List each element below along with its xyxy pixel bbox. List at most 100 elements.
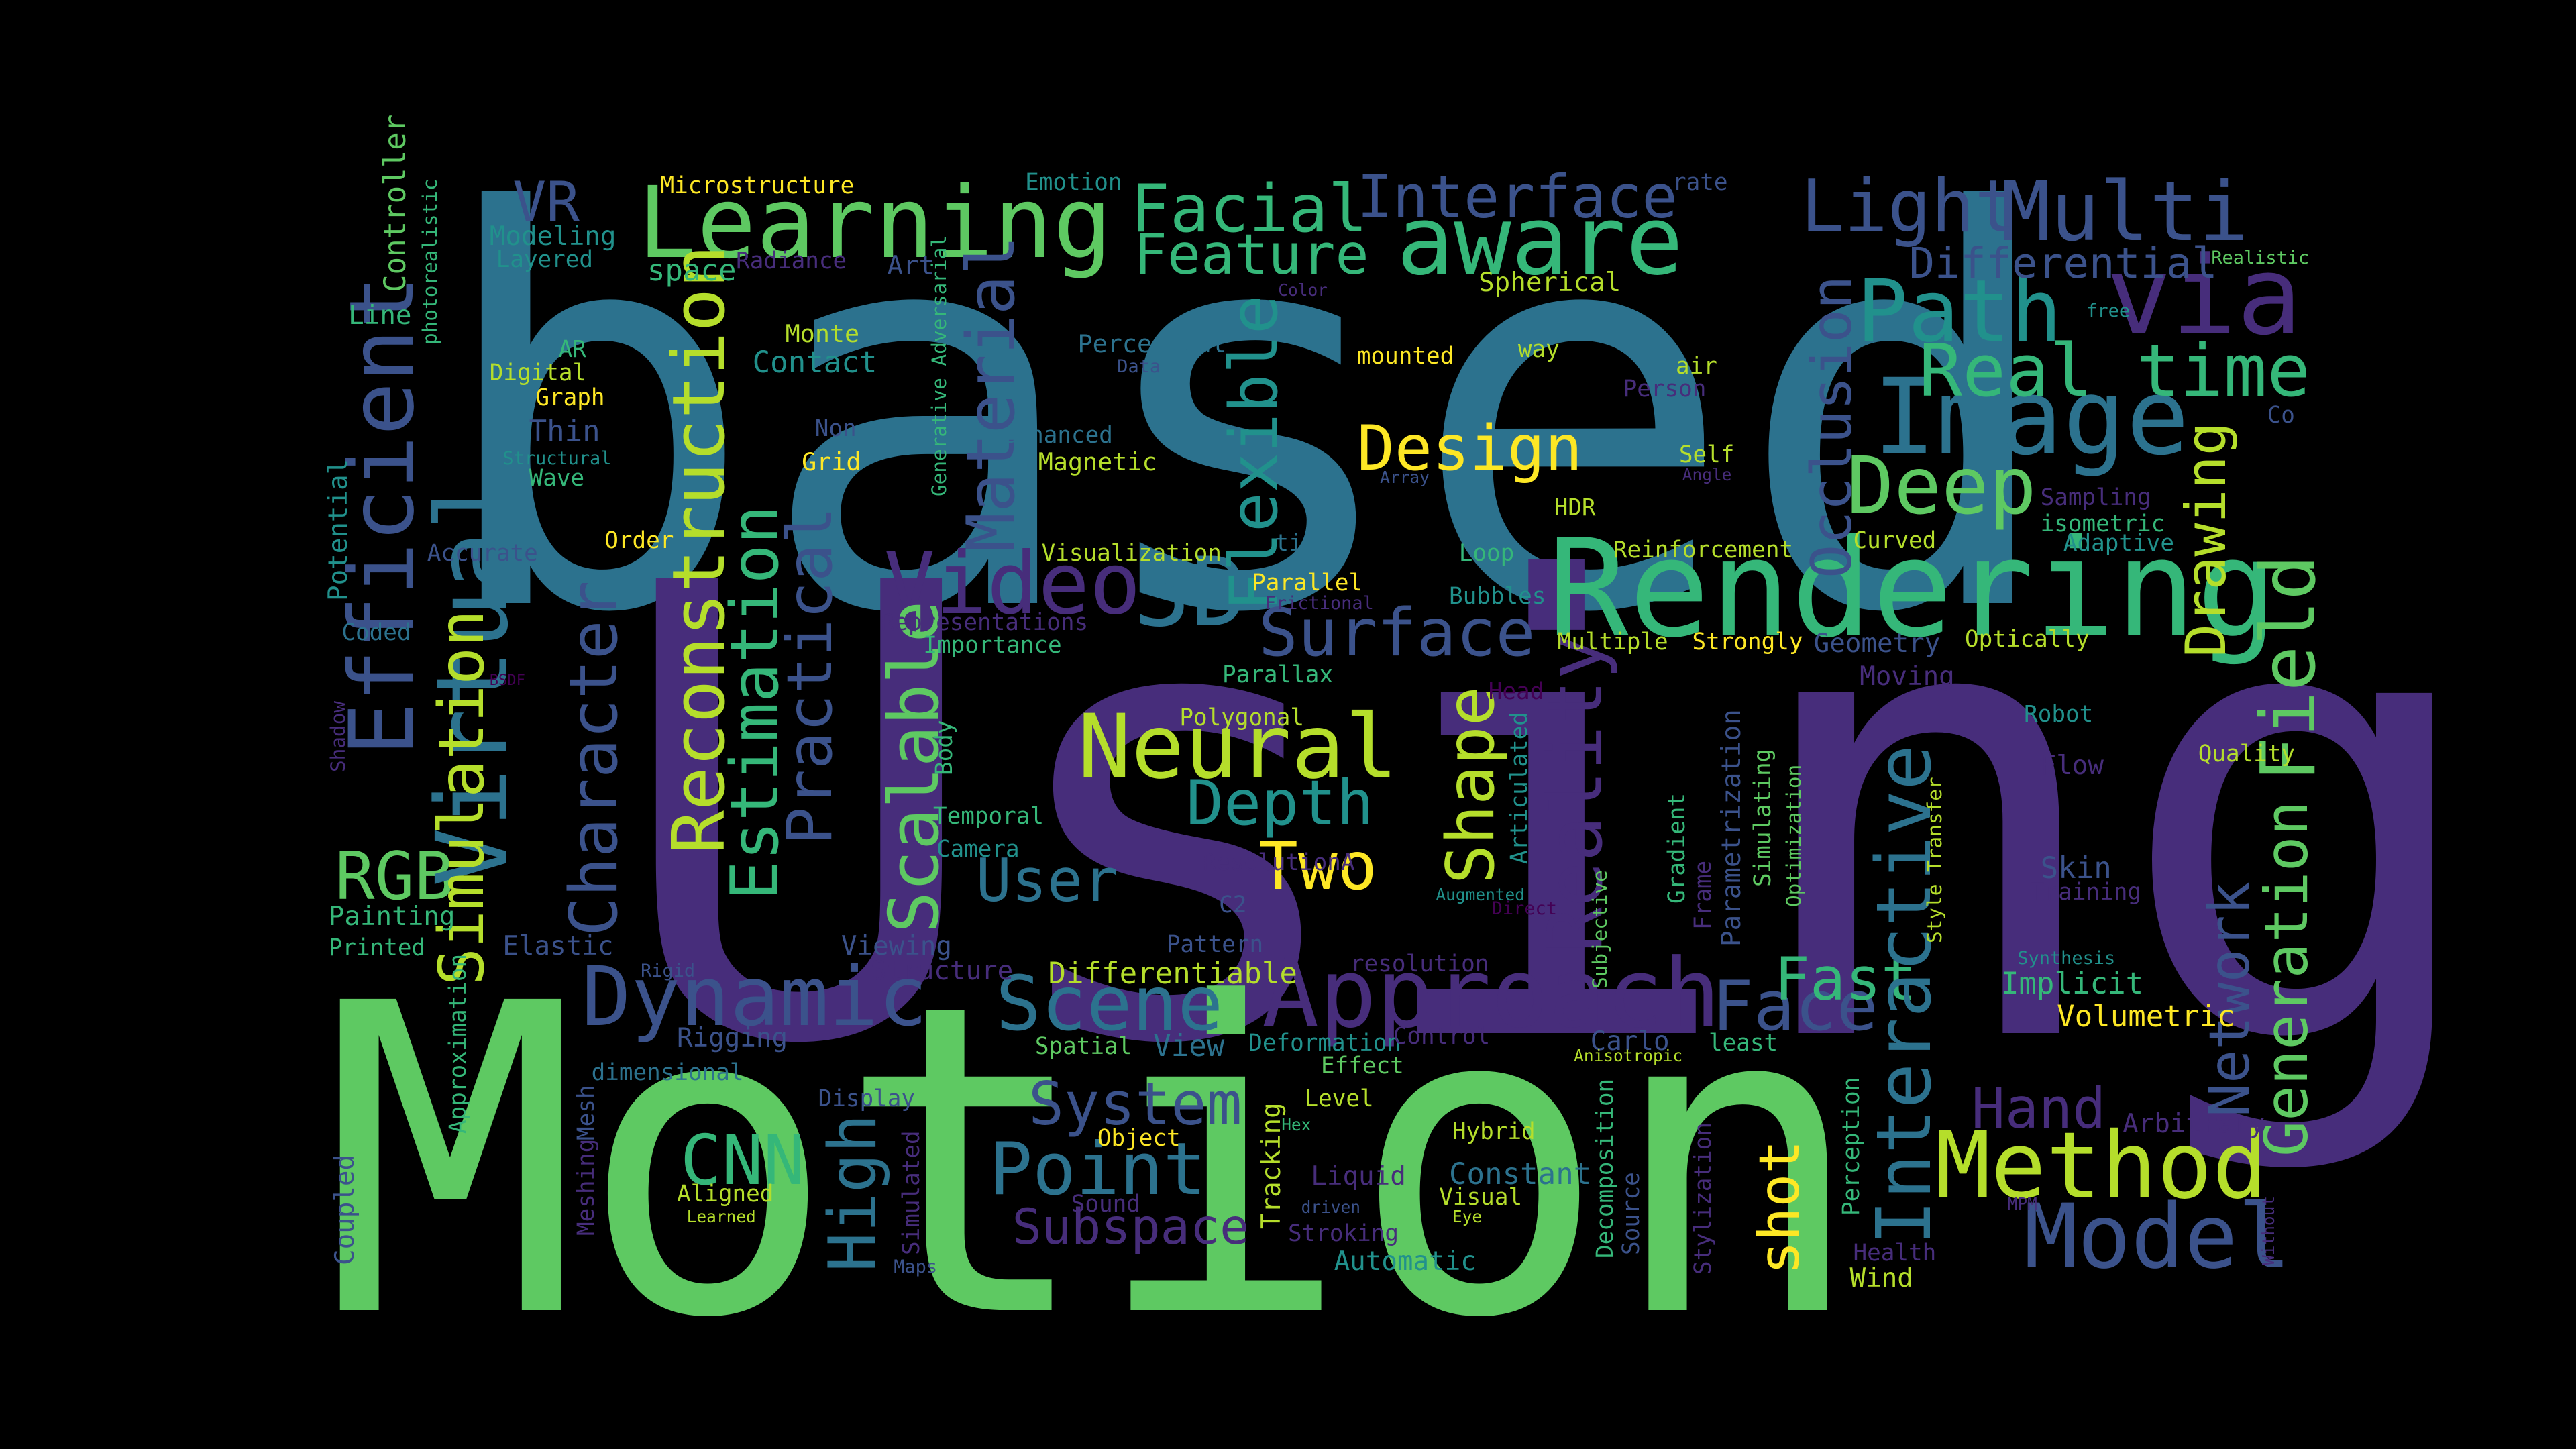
word-view: View	[1153, 1028, 1225, 1063]
word-self: Self	[1678, 441, 1735, 469]
word-mesh: Mesh	[573, 1085, 600, 1140]
word-hdr: HDR	[1554, 494, 1596, 521]
word-flexible: Flexible	[1216, 294, 1293, 612]
word-feature: Feature	[1133, 221, 1369, 287]
word-rate: rate	[1672, 168, 1728, 196]
word-shot: shot	[1746, 1140, 1812, 1275]
word-surface: Surface	[1258, 595, 1536, 672]
word-character: Character	[555, 580, 633, 936]
word-body: Body	[931, 720, 959, 775]
word-articulated: Articulated	[1506, 712, 1534, 865]
word-importance: Importance	[923, 632, 1062, 659]
word-simulated: Simulated	[898, 1130, 926, 1256]
word-decomposition: Decomposition	[1591, 1078, 1619, 1258]
word-practical: Practical	[773, 506, 846, 845]
word-facial: Facial	[1130, 171, 1368, 248]
word-moving: Moving	[1860, 661, 1955, 692]
word-path: Path	[1856, 262, 2062, 362]
word-air: air	[1675, 352, 1717, 380]
word-level: Level	[1304, 1085, 1374, 1113]
word-design: Design	[1356, 412, 1582, 485]
word-3d: 3D	[1133, 537, 1248, 649]
word-color: Color	[1278, 280, 1328, 301]
word-via: via	[2106, 233, 2302, 360]
word-bsdf: BSDF	[489, 672, 525, 690]
word-layered: Layered	[496, 246, 593, 273]
word-frictional: Frictional	[1265, 592, 1374, 614]
word-perception: Perception	[1837, 1077, 1865, 1216]
word-gradient: Gradient	[1664, 792, 1691, 904]
word-cnn: CNN	[680, 1121, 805, 1201]
word-elastic: Elastic	[502, 931, 614, 962]
word-resolutiona: ResolutionA	[1202, 849, 1355, 876]
word-shape: Shape	[1433, 686, 1510, 884]
word-face: Face	[1711, 966, 1878, 1046]
word-real-time: Real time	[1919, 329, 2311, 413]
word-modeling: Modeling	[489, 221, 616, 252]
word-subjective: Subjective	[1588, 870, 1611, 989]
word-realistic: Realistic	[2211, 248, 2310, 269]
word-high: High	[815, 1113, 892, 1272]
word-implicit: Implicit	[2000, 966, 2144, 1001]
word-dimensional: dimensional	[591, 1059, 744, 1087]
word-augmented: Augmented	[1436, 885, 1525, 905]
word-using: Using	[611, 454, 2491, 1181]
word-polygonal: Polygonal	[1179, 704, 1305, 732]
word-synthesis: Synthesis	[2017, 947, 2116, 969]
word-display: Display	[818, 1085, 915, 1113]
word-training: Training	[2030, 878, 2141, 906]
word-liquid: Liquid	[1311, 1161, 1406, 1191]
word-controller: Controller	[378, 114, 413, 292]
word-structure: Structure	[870, 955, 1014, 986]
word-frame: Frame	[1690, 860, 1717, 930]
word-hybrid: Hybrid	[1452, 1118, 1536, 1146]
word-line: Line	[348, 300, 412, 331]
word-free: free	[2086, 300, 2131, 321]
word-structural: Structural	[502, 448, 612, 470]
word-source: Source	[1617, 1172, 1645, 1256]
word-parallax: Parallax	[1222, 661, 1334, 689]
word-deep: Deep	[1846, 440, 2037, 533]
word-person: Person	[1623, 376, 1707, 403]
word-optically: Optically	[1964, 625, 2090, 653]
word-style-transfer: Style Transfer	[1923, 777, 1947, 943]
word-isometric: isometric	[2040, 511, 2165, 538]
word-non: Non	[814, 415, 857, 443]
word-dynamic: Dynamic	[581, 949, 928, 1045]
word-sound: Sound	[1071, 1190, 1140, 1218]
word-space: space	[647, 254, 737, 288]
word-parallel: Parallel	[1252, 570, 1363, 597]
word-direct: Direct	[1491, 898, 1557, 920]
word-multiple: Multiple	[1557, 629, 1668, 656]
word-deformation: Deformation	[1248, 1029, 1401, 1057]
word-viewing: Viewing	[841, 931, 952, 962]
word-array: Array	[1380, 468, 1430, 488]
word-video: Video	[883, 535, 1141, 635]
word-depth: Depth	[1186, 767, 1375, 840]
word-data: Data	[1117, 356, 1161, 377]
word-maps: Maps	[894, 1256, 938, 1277]
word-co: Co	[2267, 402, 2295, 429]
word-c2: C2	[1219, 892, 1247, 919]
word-reinforcement: Reinforcement	[1613, 537, 1794, 564]
word-anisotropic: Anisotropic	[1574, 1046, 1683, 1066]
word-arbitrary: Arbitrary	[2123, 1108, 2265, 1139]
word-occlusion: Occlusion	[1799, 275, 1864, 579]
word-without: Without	[2258, 1195, 2278, 1265]
word-light: Light	[1801, 164, 2019, 249]
word-subspace: Subspace	[1012, 1198, 1250, 1256]
word-model: Model	[2024, 1185, 2292, 1289]
word-accurate: Accurate	[427, 540, 538, 568]
word-pattern: Pattern	[1166, 931, 1264, 959]
word-flow: Flow	[2040, 750, 2104, 781]
word-sampling: Sampling	[2040, 484, 2151, 511]
word-carlo: Carlo	[1590, 1026, 1670, 1057]
word-approach: Approach	[1261, 938, 1721, 1049]
word-thin: Thin	[529, 415, 600, 449]
word-constant: Constant	[1449, 1157, 1592, 1191]
word-magnetic: Magnetic	[1038, 447, 1157, 477]
word-art: Art	[887, 251, 935, 282]
word-painting: Painting	[328, 901, 455, 932]
word-differential: Differential	[1909, 239, 2218, 289]
